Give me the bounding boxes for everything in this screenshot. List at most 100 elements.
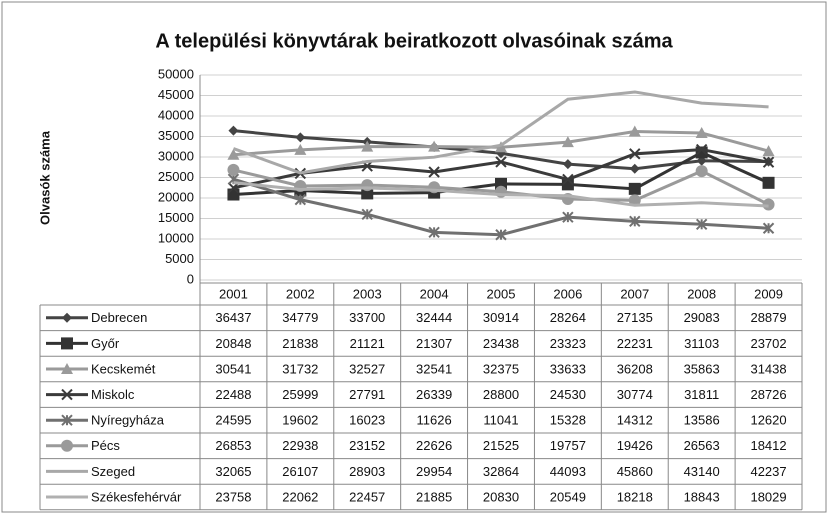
table-value: 11041 (483, 413, 518, 428)
table-value: 22062 (282, 489, 318, 504)
table-value: 21307 (416, 336, 452, 351)
marker-shape (227, 163, 240, 176)
table-value: 33700 (349, 310, 385, 325)
marker-shape (294, 143, 307, 155)
legend-label: Győr (91, 336, 120, 351)
table-value: 30914 (483, 310, 519, 325)
table-value: 21525 (483, 438, 519, 453)
data-point (762, 156, 775, 168)
data-point (695, 165, 708, 178)
data-point (295, 132, 306, 143)
legend-marker (61, 363, 73, 374)
table-value: 28264 (550, 310, 586, 325)
marker-shape (762, 145, 775, 157)
table-value: 23323 (550, 336, 586, 351)
table-value: 32375 (483, 361, 519, 376)
table-value: 19602 (282, 413, 318, 428)
data-point (227, 148, 240, 160)
legend-label: Debrecen (91, 310, 147, 325)
marker-shape (629, 148, 641, 160)
table-value: 26853 (215, 438, 251, 453)
marker-shape (562, 159, 573, 170)
table-value: 44093 (550, 464, 586, 479)
marker-shape (695, 126, 708, 138)
table-value: 28903 (349, 464, 385, 479)
marker-shape (628, 125, 641, 137)
marker-shape (495, 156, 507, 168)
legend-label: Nyíregyháza (91, 413, 165, 428)
table-value: 23702 (750, 336, 786, 351)
table-value: 22488 (215, 387, 251, 402)
marker-shape (762, 156, 775, 168)
table-value: 30541 (215, 361, 251, 376)
table-value: 13586 (684, 413, 720, 428)
table-value: 31103 (684, 336, 719, 351)
table-value: 27135 (617, 310, 653, 325)
legend-marker (61, 414, 73, 426)
data-point (762, 198, 775, 211)
table-value: 32444 (416, 310, 452, 325)
marker-shape (61, 363, 73, 374)
legend-label: Miskolc (91, 387, 135, 402)
data-point (695, 143, 708, 156)
table-value: 24595 (215, 413, 251, 428)
table-value: 27791 (349, 387, 385, 402)
table-value: 22626 (416, 438, 452, 453)
marker-shape (361, 187, 374, 200)
legend-marker (62, 312, 72, 323)
table-value: 12620 (750, 413, 786, 428)
table-value: 33633 (550, 361, 586, 376)
table-value: 32527 (349, 361, 385, 376)
y-tick-label: 5000 (165, 251, 194, 266)
table-value: 32065 (215, 464, 251, 479)
y-tick-label: 15000 (158, 210, 194, 225)
y-tick-label: 30000 (158, 148, 194, 163)
data-point (227, 188, 240, 201)
table-value: 28879 (750, 310, 786, 325)
table-value: 26563 (684, 438, 720, 453)
table-value: 26339 (416, 387, 452, 402)
table-value: 28800 (483, 387, 519, 402)
data-point (562, 211, 574, 223)
marker-shape (428, 140, 441, 152)
table-value: 35863 (684, 361, 720, 376)
data-point (695, 126, 708, 138)
legend-marker (61, 439, 73, 452)
y-tick-label: 35000 (158, 128, 194, 143)
marker-shape (361, 140, 374, 152)
data-point (629, 215, 641, 228)
marker-shape (561, 136, 574, 148)
data-point (495, 229, 507, 241)
table-value: 45860 (617, 464, 653, 479)
series-line (233, 181, 769, 208)
x-tick-label: 2007 (620, 286, 649, 301)
table-value: 11626 (417, 413, 452, 428)
data-point (361, 208, 373, 221)
table-value: 14312 (617, 413, 653, 428)
legend-label: Pécs (91, 438, 120, 453)
data-point (428, 166, 440, 178)
table-value: 20830 (483, 489, 519, 504)
table-value: 19426 (617, 438, 653, 453)
legend-label: Szeged (91, 464, 135, 479)
x-tick-label: 2001 (219, 286, 248, 301)
table-value: 29954 (416, 464, 452, 479)
table-value: 43140 (684, 464, 720, 479)
marker-shape (428, 166, 440, 178)
marker-shape (61, 337, 73, 350)
table-value: 29083 (684, 310, 720, 325)
table-value: 22938 (282, 438, 318, 453)
data-point (762, 176, 775, 189)
table-value: 23152 (349, 438, 385, 453)
data-point (562, 173, 574, 186)
table-value: 32541 (416, 361, 452, 376)
marker-shape (62, 312, 72, 323)
marker-shape (629, 163, 640, 174)
data-point (628, 182, 641, 195)
data-point (629, 163, 640, 174)
y-axis-label: Olvasók száma (37, 130, 52, 225)
marker-shape (61, 388, 73, 401)
table-value: 36208 (617, 361, 653, 376)
table-value: 22231 (617, 336, 653, 351)
